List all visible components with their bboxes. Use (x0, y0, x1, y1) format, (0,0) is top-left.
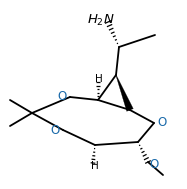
Text: O: O (58, 90, 67, 102)
Text: O: O (51, 125, 60, 138)
Polygon shape (116, 75, 133, 111)
Text: H: H (95, 74, 103, 84)
Text: O: O (157, 116, 166, 129)
Text: O: O (149, 157, 158, 170)
Text: $H_2N$: $H_2N$ (87, 12, 115, 28)
Text: H: H (91, 161, 99, 171)
